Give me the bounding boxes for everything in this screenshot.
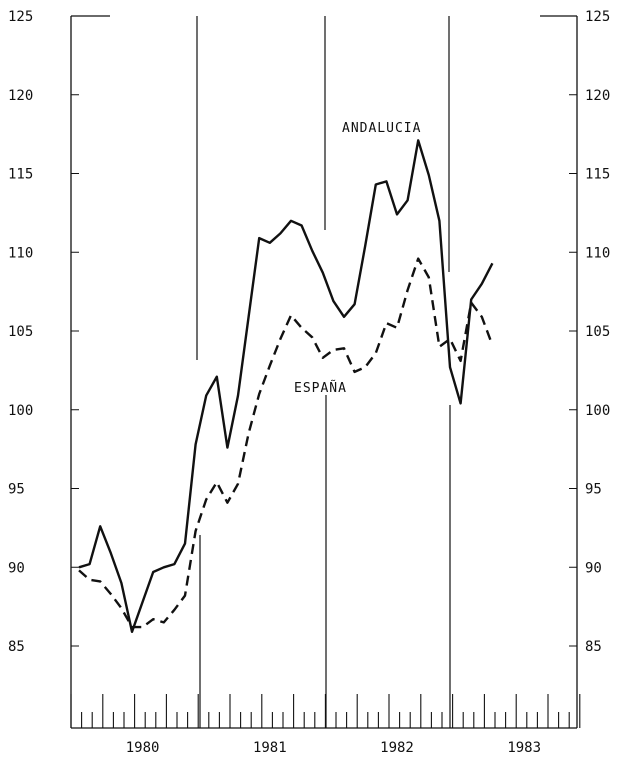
y-tick-label-left: 85 [8, 639, 25, 655]
y-tick-label-left: 95 [8, 482, 25, 498]
y-tick-label-right: 90 [585, 560, 602, 576]
y-tick-label-right: 125 [585, 9, 610, 25]
y-tick-label-right: 120 [585, 88, 610, 104]
x-axis-month-ticks [70, 694, 581, 728]
y-tick-label-right: 115 [585, 167, 610, 183]
y-tick-label-left: 100 [8, 403, 33, 419]
year-separator-lines [196, 16, 451, 728]
series-lines [78, 139, 494, 633]
x-axis-year-labels: 1980 1981 1982 1983 [126, 740, 541, 756]
series-line-espana [78, 257, 494, 629]
y-tick-label-right: 95 [585, 482, 602, 498]
y-tick-label-right: 105 [585, 324, 610, 340]
y-tick-label-left: 105 [8, 324, 33, 340]
y-tick-label-left: 90 [8, 560, 25, 576]
chart-frame [70, 15, 578, 729]
y-tick-label-left: 110 [8, 245, 33, 261]
series-label-espana: ESPAÑA [294, 380, 347, 396]
y-tick-label-right: 100 [585, 403, 610, 419]
x-tick-label-year: 1982 [380, 740, 414, 756]
x-tick-label-year: 1980 [126, 740, 160, 756]
y-axis-left-labels: 125 120 115 110 105 100 95 90 85 [8, 9, 79, 655]
series-line-andalucia [78, 139, 494, 633]
x-tick-label-year: 1983 [507, 740, 541, 756]
y-tick-label-right: 110 [585, 245, 610, 261]
y-axis-right-labels: 125 120 115 110 105 100 95 90 85 [569, 9, 610, 655]
series-label-andalucia: ANDALUCIA [342, 121, 421, 136]
y-tick-label-right: 85 [585, 639, 602, 655]
y-tick-label-left: 115 [8, 167, 33, 183]
y-tick-label-left: 125 [8, 9, 33, 25]
x-tick-label-year: 1981 [253, 740, 287, 756]
y-tick-label-left: 120 [8, 88, 33, 104]
